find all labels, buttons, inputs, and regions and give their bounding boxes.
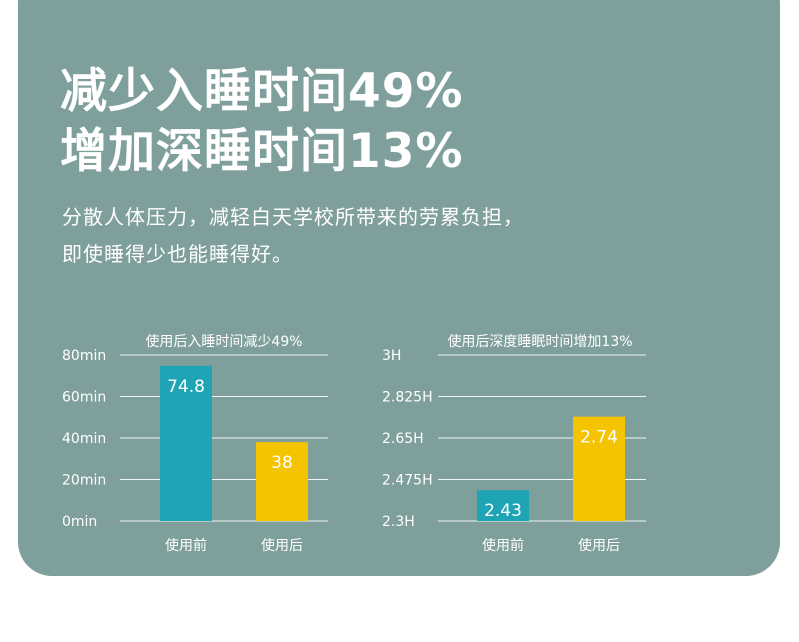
y-tick-label: 2.825H <box>382 390 433 406</box>
y-tick-label: 40min <box>62 431 106 447</box>
headline-sleep-onset: 减少入睡时间49% <box>60 64 464 119</box>
data-label: 2.43 <box>484 501 522 521</box>
y-tick-label: 3H <box>382 348 401 364</box>
chart-title: 使用后深度睡眠时间增加13% <box>447 333 632 350</box>
x-category-label: 使用前 <box>482 537 524 554</box>
chart-title: 使用后入睡时间减少49% <box>145 333 302 350</box>
y-tick-label: 80min <box>62 348 106 364</box>
y-tick-label: 2.65H <box>382 431 424 447</box>
data-label: 38 <box>271 453 293 473</box>
x-category-label: 使用后 <box>578 537 620 554</box>
x-category-label: 使用后 <box>261 537 303 554</box>
y-tick-label: 60min <box>62 390 106 406</box>
description-line-2: 即使睡得少也能睡得好。 <box>62 242 293 266</box>
bar-after <box>573 416 625 521</box>
bar-before <box>160 365 212 521</box>
x-category-label: 使用前 <box>165 537 207 554</box>
headline-deep-sleep: 增加深睡时间13% <box>60 124 464 179</box>
bar-before <box>477 490 529 521</box>
y-tick-label: 20min <box>62 473 106 489</box>
data-label: 2.74 <box>580 428 618 448</box>
y-tick-label: 0min <box>62 514 97 530</box>
y-tick-label: 2.475H <box>382 473 433 489</box>
y-tick-label: 2.3H <box>382 514 415 530</box>
data-label: 74.8 <box>167 377 205 397</box>
bar-after <box>256 442 308 521</box>
description-line-1: 分散人体压力，减轻白天学校所带来的劳累负担， <box>62 205 524 229</box>
